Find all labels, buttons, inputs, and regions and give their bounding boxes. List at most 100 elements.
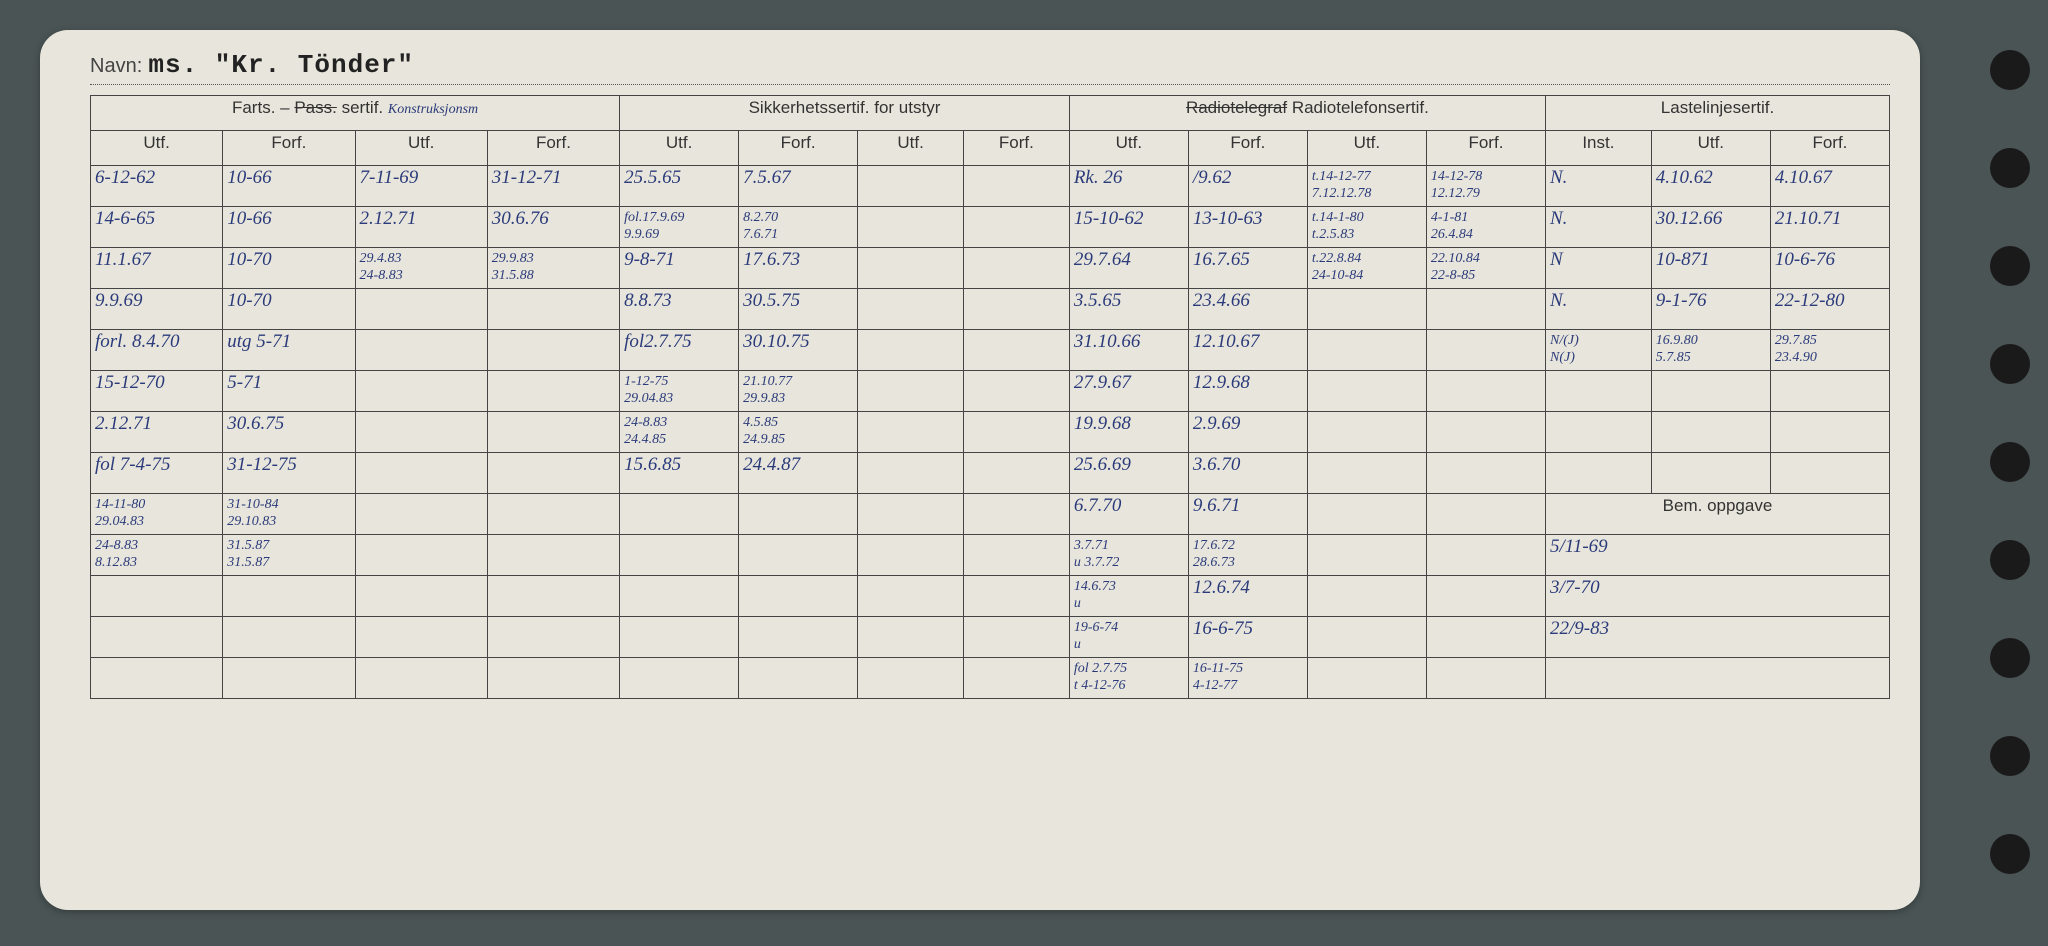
cell [1426, 658, 1545, 699]
cell [487, 330, 619, 371]
cell [858, 289, 964, 330]
col-utf: Utf. [1069, 131, 1188, 166]
col-forf: Forf. [1770, 131, 1889, 166]
cell [1307, 289, 1426, 330]
hole-icon [1990, 638, 2030, 678]
cell [1426, 494, 1545, 535]
cell: t.14-1-80t.2.5.83 [1307, 207, 1426, 248]
cell: 10-70 [223, 248, 355, 289]
cell [963, 576, 1069, 617]
cell: 7-11-69 [355, 166, 487, 207]
col-utf: Utf. [355, 131, 487, 166]
cell: 30.10.75 [739, 330, 858, 371]
cell [355, 371, 487, 412]
table-row: 15-12-705-711-12-7529.04.8321.10.7729.9.… [91, 371, 1890, 412]
cell: 15-10-62 [1069, 207, 1188, 248]
cell [739, 617, 858, 658]
cell: 11.1.67 [91, 248, 223, 289]
cell [739, 658, 858, 699]
hole-icon [1990, 540, 2030, 580]
cell: 31-12-75 [223, 453, 355, 494]
cell: 23.4.66 [1188, 289, 1307, 330]
cell: 14-12-7812.12.79 [1426, 166, 1545, 207]
cell: 14-6-65 [91, 207, 223, 248]
cell [1545, 453, 1651, 494]
cell [858, 330, 964, 371]
cell: 22-12-80 [1770, 289, 1889, 330]
cell: 24.4.87 [739, 453, 858, 494]
cell [1426, 535, 1545, 576]
table-row: 2.12.7130.6.7524-8.8324.4.854.5.8524.9.8… [91, 412, 1890, 453]
cell [620, 658, 739, 699]
cell: 8.2.707.6.71 [739, 207, 858, 248]
cell: 15.6.85 [620, 453, 739, 494]
cell [1307, 412, 1426, 453]
cell: 29.7.64 [1069, 248, 1188, 289]
cell: 10-6-76 [1770, 248, 1889, 289]
col-utf: Utf. [858, 131, 964, 166]
cell: 17.6.7228.6.73 [1188, 535, 1307, 576]
cell: 21.10.71 [1770, 207, 1889, 248]
cell: 16-11-754-12-77 [1188, 658, 1307, 699]
cell [1307, 371, 1426, 412]
cell [1651, 412, 1770, 453]
cell [963, 166, 1069, 207]
group-bem: Bem. oppgave [1545, 494, 1889, 535]
cell [1426, 576, 1545, 617]
cell: 6-12-62 [91, 166, 223, 207]
hole-icon [1990, 442, 2030, 482]
navn-value: ms. "Kr. Tönder" [148, 50, 414, 80]
cell: N. [1545, 289, 1651, 330]
cell [487, 494, 619, 535]
cell: 30.6.76 [487, 207, 619, 248]
cell: utg 5-71 [223, 330, 355, 371]
cell: 9-1-76 [1651, 289, 1770, 330]
cell [487, 576, 619, 617]
cell [739, 494, 858, 535]
col-utf: Utf. [1651, 131, 1770, 166]
cell: 4.10.67 [1770, 166, 1889, 207]
cell [1770, 412, 1889, 453]
cell: 30.5.75 [739, 289, 858, 330]
navn-row: Navn: ms. "Kr. Tönder" [90, 50, 1890, 85]
cell [1426, 412, 1545, 453]
cell: 30.6.75 [223, 412, 355, 453]
col-forf: Forf. [1426, 131, 1545, 166]
cell: N/(J)N(J) [1545, 330, 1651, 371]
cell: 2.9.69 [1188, 412, 1307, 453]
cell [487, 453, 619, 494]
cell: 29.9.8331.5.88 [487, 248, 619, 289]
cell [858, 248, 964, 289]
cell: 3.5.65 [1069, 289, 1188, 330]
table-row: 14.6.73u12.6.743/7-70 [91, 576, 1890, 617]
bem-cell: 5/11-69 [1545, 535, 1889, 576]
cell: /9.62 [1188, 166, 1307, 207]
group-sikkerhet: Sikkerhetssertif. for utstyr [620, 96, 1070, 131]
col-forf: Forf. [963, 131, 1069, 166]
cell [1651, 453, 1770, 494]
cell [487, 289, 619, 330]
cell [858, 658, 964, 699]
cell: fol2.7.75 [620, 330, 739, 371]
cell [858, 453, 964, 494]
cell: 3.6.70 [1188, 453, 1307, 494]
cell [355, 535, 487, 576]
col-utf: Utf. [1307, 131, 1426, 166]
cell: 9.9.69 [91, 289, 223, 330]
binder-holes [1990, 50, 2030, 874]
cell [963, 658, 1069, 699]
cell: 16-6-75 [1188, 617, 1307, 658]
cell [1426, 289, 1545, 330]
cell [858, 494, 964, 535]
bem-cell: 22/9-83 [1545, 617, 1889, 658]
col-forf: Forf. [739, 131, 858, 166]
table-row: fol 7-4-7531-12-7515.6.8524.4.8725.6.693… [91, 453, 1890, 494]
cell: 9.6.71 [1188, 494, 1307, 535]
cell [91, 576, 223, 617]
cell: fol 2.7.75t 4-12-76 [1069, 658, 1188, 699]
cell [963, 371, 1069, 412]
cell: 17.6.73 [739, 248, 858, 289]
cell [487, 412, 619, 453]
table-row: 14-11-8029.04.8331-10-8429.10.836.7.709.… [91, 494, 1890, 535]
hole-icon [1990, 148, 2030, 188]
